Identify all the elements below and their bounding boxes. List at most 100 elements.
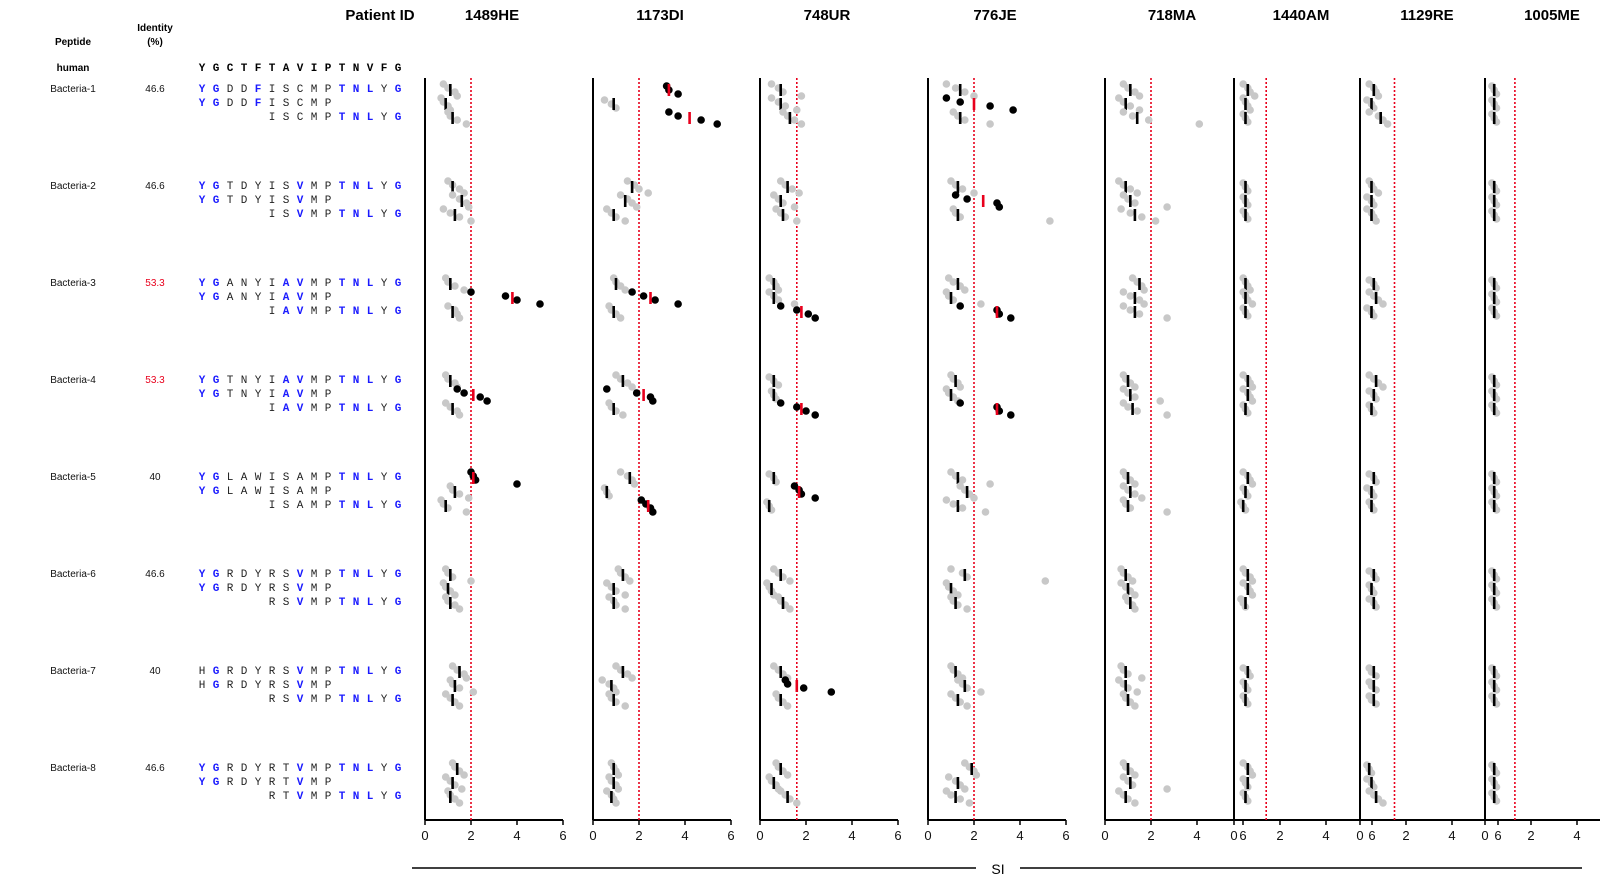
sequence-char: P bbox=[325, 694, 332, 706]
sequence-char: Y bbox=[381, 472, 388, 484]
data-point bbox=[977, 300, 985, 308]
data-point bbox=[1163, 785, 1171, 793]
sequence-char: M bbox=[311, 583, 318, 595]
sequence-char: G bbox=[395, 763, 402, 775]
sequence-char: V bbox=[297, 181, 304, 193]
sequence-char: P bbox=[325, 306, 332, 318]
human-row-label: human bbox=[57, 63, 90, 74]
sequence-char: R bbox=[269, 763, 276, 775]
sequence-char: T bbox=[227, 181, 234, 193]
data-point bbox=[783, 680, 792, 688]
sequence-char: Y bbox=[381, 403, 388, 415]
patient-title: 1129RE bbox=[1400, 7, 1453, 24]
x-tick-label: 6 bbox=[559, 828, 566, 843]
x-tick-label: 0 bbox=[589, 828, 596, 843]
sequence-char: Y bbox=[199, 472, 206, 484]
x-tick-label: 0 bbox=[756, 828, 763, 843]
sequence-char: L bbox=[367, 181, 374, 193]
sequence-char: Y bbox=[255, 666, 262, 678]
sequence-char: T bbox=[339, 375, 346, 387]
data-point bbox=[1248, 383, 1257, 391]
x-tick-label: 2 bbox=[1402, 828, 1409, 843]
sequence-char: T bbox=[339, 278, 346, 290]
sequence-char: N bbox=[353, 763, 360, 775]
identity-column-header: Identity bbox=[137, 23, 173, 34]
x-tick-label: 4 bbox=[1016, 828, 1023, 843]
data-point bbox=[1119, 288, 1128, 296]
sequence-char: M bbox=[311, 292, 318, 304]
sequence-char: Y bbox=[381, 375, 388, 387]
data-point bbox=[1246, 106, 1254, 114]
peptide-name: Bacteria-3 bbox=[50, 278, 96, 289]
sequence-char: G bbox=[213, 569, 220, 581]
sequence-char: Y bbox=[381, 569, 388, 581]
identity-value: 46.6 bbox=[145, 569, 165, 580]
data-point bbox=[961, 116, 969, 124]
data-point bbox=[986, 120, 994, 128]
sequence-char: Y bbox=[381, 181, 388, 193]
sequence-char: Y bbox=[199, 278, 206, 290]
data-point bbox=[1138, 674, 1146, 682]
sequence-char: C bbox=[297, 98, 304, 110]
sequence-char: W bbox=[255, 486, 262, 498]
data-point bbox=[970, 92, 978, 100]
sequence-char: T bbox=[339, 84, 346, 96]
data-point bbox=[1135, 92, 1144, 100]
data-point bbox=[1248, 480, 1257, 488]
data-point bbox=[1131, 605, 1139, 613]
sequence-char: P bbox=[325, 98, 332, 110]
data-point bbox=[956, 383, 964, 391]
human-seq-char: V bbox=[367, 63, 374, 75]
sequence-char: D bbox=[241, 98, 248, 110]
human-seq-char: Y bbox=[199, 63, 206, 75]
data-point bbox=[476, 393, 485, 401]
sequence-char: S bbox=[283, 680, 290, 692]
data-point bbox=[986, 480, 994, 488]
sequence-char: L bbox=[367, 403, 374, 415]
sequence-char: A bbox=[241, 472, 248, 484]
data-point bbox=[1041, 577, 1050, 585]
data-point bbox=[612, 799, 620, 807]
sequence-char: N bbox=[353, 306, 360, 318]
data-point bbox=[947, 791, 955, 799]
sequence-char: M bbox=[311, 597, 318, 609]
sequence-char: P bbox=[325, 763, 332, 775]
sequence-char: N bbox=[353, 181, 360, 193]
x-tick-label: 4 bbox=[1322, 828, 1329, 843]
data-point bbox=[942, 94, 951, 102]
sequence-char: N bbox=[353, 84, 360, 96]
data-point bbox=[628, 383, 636, 391]
data-point bbox=[788, 185, 796, 193]
data-point bbox=[963, 702, 971, 710]
data-point bbox=[1133, 688, 1141, 696]
data-point bbox=[774, 296, 783, 304]
data-point bbox=[1009, 106, 1017, 114]
sequence-char: D bbox=[241, 680, 248, 692]
sequence-char: P bbox=[325, 583, 332, 595]
data-point bbox=[603, 385, 611, 393]
sequence-char: Y bbox=[255, 278, 262, 290]
data-point bbox=[467, 577, 475, 585]
data-point bbox=[674, 90, 682, 98]
sequence-char: M bbox=[311, 98, 318, 110]
sequence-char: S bbox=[283, 500, 290, 512]
data-point bbox=[1144, 116, 1153, 124]
sequence-char: V bbox=[297, 680, 304, 692]
data-point bbox=[1126, 209, 1135, 217]
data-point bbox=[621, 605, 629, 613]
sequence-char: M bbox=[311, 791, 318, 803]
sequence-char: Y bbox=[199, 569, 206, 581]
data-point bbox=[942, 496, 951, 504]
data-point bbox=[963, 605, 971, 613]
human-seq-char: I bbox=[311, 63, 318, 75]
data-point bbox=[1248, 300, 1257, 308]
sequence-char: P bbox=[325, 195, 332, 207]
data-point bbox=[977, 688, 985, 696]
sequence-char: T bbox=[339, 597, 346, 609]
sequence-char: A bbox=[227, 292, 234, 304]
patient-title: 1489HE bbox=[465, 7, 519, 24]
sequence-char: A bbox=[283, 292, 290, 304]
sequence-char: P bbox=[325, 389, 332, 401]
data-point bbox=[954, 591, 962, 599]
